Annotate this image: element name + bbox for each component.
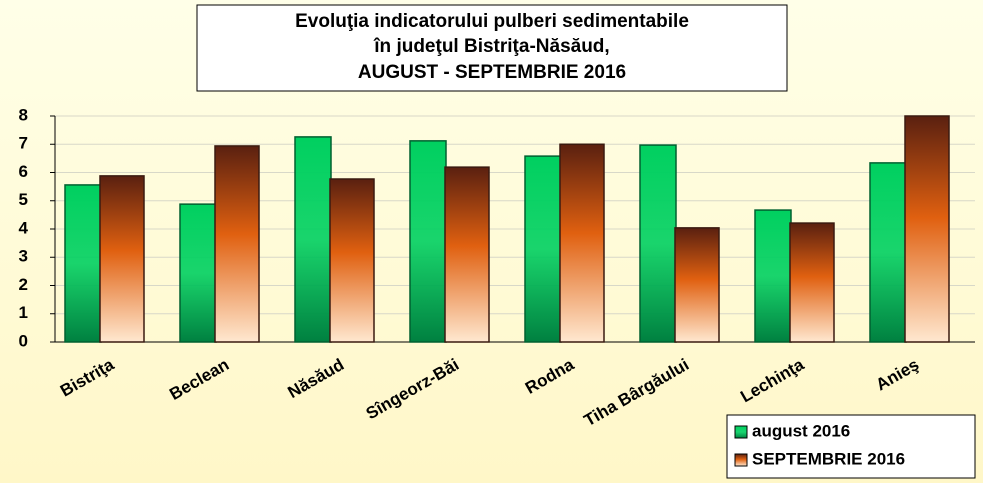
legend-box [726, 414, 976, 479]
y-tick-label: 4 [19, 218, 29, 237]
bar [64, 184, 102, 343]
bar [559, 143, 605, 343]
bar [179, 203, 217, 343]
bar [214, 145, 260, 343]
chart-title: în judeţul Bistriţa-Năsăud, [373, 36, 609, 57]
y-tick-label: 8 [19, 105, 28, 124]
title-box [196, 4, 788, 92]
bar [444, 166, 490, 343]
legend-swatch [734, 425, 748, 439]
y-tick-label: 5 [19, 190, 28, 209]
bar [789, 222, 835, 343]
y-tick-label: 6 [19, 162, 28, 181]
y-tick-label: 7 [19, 134, 28, 153]
bar [639, 144, 677, 343]
bar [754, 209, 792, 343]
bar [524, 155, 562, 343]
chart-title: Evoluţia indicatorului pulberi sedimenta… [295, 11, 689, 32]
y-tick-label: 2 [19, 275, 28, 294]
bar [294, 136, 332, 343]
legend-label: august 2016 [752, 421, 850, 440]
bar [99, 175, 145, 343]
bar [904, 115, 950, 343]
legend-label: SEPTEMBRIE 2016 [752, 449, 905, 468]
y-tick-label: 1 [19, 303, 28, 322]
legend-swatch [734, 453, 748, 467]
bar [329, 178, 375, 343]
bar [674, 227, 720, 343]
y-tick-label: 3 [19, 247, 28, 266]
chart-title: AUGUST - SEPTEMBRIE 2016 [358, 62, 626, 83]
bar [409, 140, 447, 343]
bar [869, 162, 907, 343]
y-tick-label: 0 [19, 331, 28, 350]
